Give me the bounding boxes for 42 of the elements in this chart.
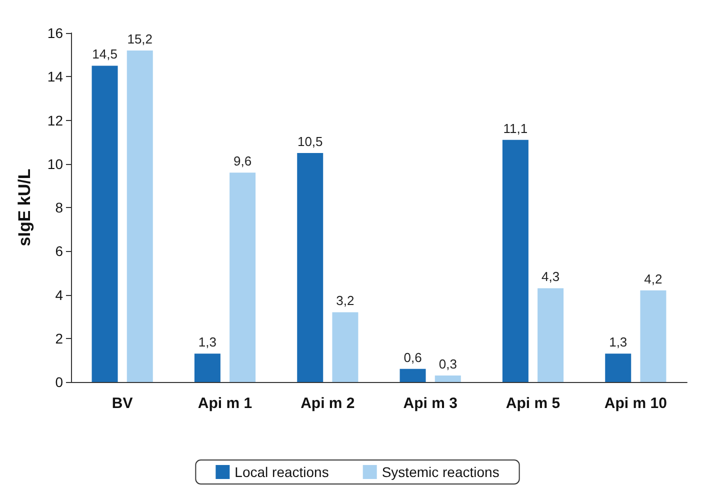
data-label: 1,3 (609, 334, 628, 350)
x-tick-label: Api m 5 (506, 395, 560, 412)
data-label: 14,5 (92, 46, 118, 62)
x-tick-label: Api m 2 (300, 395, 355, 412)
y-tick-label: 16 (47, 25, 64, 41)
y-tick-label: 8 (55, 200, 64, 216)
y-tick-label: 0 (55, 374, 64, 390)
bar (502, 140, 528, 382)
data-label: 3,2 (336, 293, 354, 308)
data-label: 10,5 (297, 134, 323, 149)
x-tick-label: BV (112, 395, 133, 412)
y-tick-label: 6 (55, 243, 64, 260)
bar (640, 290, 666, 382)
bar (194, 354, 220, 382)
bar (538, 288, 564, 382)
y-tick-label: 4 (55, 286, 64, 303)
data-label: 1,3 (198, 334, 216, 350)
data-label: 0,3 (438, 356, 457, 372)
bar (126, 50, 153, 382)
x-tick-label: Api m 10 (604, 395, 667, 412)
y-tick-label: 2 (55, 330, 64, 346)
data-label: 11,1 (503, 120, 528, 136)
data-label: 15,2 (127, 31, 153, 46)
bar (297, 152, 324, 382)
y-tick-label: 12 (47, 112, 64, 128)
bar (400, 368, 426, 382)
data-label: 4,2 (644, 271, 662, 286)
bar (605, 354, 632, 382)
legend-label: Local reactions (234, 464, 329, 480)
bar (434, 375, 461, 382)
y-tick-label: 14 (47, 68, 64, 85)
bar (92, 66, 118, 382)
data-label: 9,6 (234, 154, 252, 169)
y-tick-label: 10 (47, 156, 64, 172)
bar (230, 172, 256, 382)
bar (332, 312, 358, 382)
x-tick-label: Api m 1 (198, 395, 252, 412)
x-tick-label: Api m 3 (403, 395, 458, 412)
data-label: 4,3 (542, 269, 560, 284)
y-axis-title: sIgE kU/L (15, 168, 34, 246)
legend-label: Systemic reactions (382, 464, 500, 480)
data-label: 0,6 (404, 350, 422, 365)
